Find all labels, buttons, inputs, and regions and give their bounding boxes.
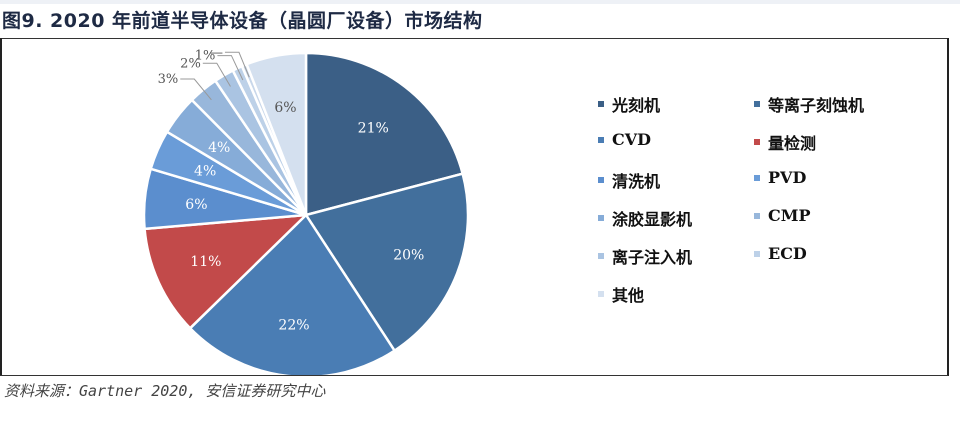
- legend-item-7: CMP: [754, 206, 810, 225]
- legend-swatch-1: [754, 101, 760, 107]
- source-note: 资料来源：Gartner 2020, 安信证券研究中心: [4, 382, 326, 400]
- outer-label-9: 1%: [195, 49, 216, 64]
- legend-label-9: ECD: [768, 244, 807, 263]
- pie-slice-2: [188, 213, 397, 379]
- legend-item-4: 清洗机: [598, 168, 660, 192]
- slice-label-6: 4%: [208, 140, 230, 156]
- legend-item-0: 光刻机: [598, 92, 660, 116]
- slice-label-1: 20%: [393, 248, 424, 264]
- legend-swatch-0: [598, 101, 604, 107]
- leader-line-7: [180, 78, 212, 101]
- legend-item-6: 涂胶显影机: [598, 206, 692, 230]
- legend-swatch-2: [598, 136, 604, 143]
- outer-label-7: 3%: [158, 72, 179, 87]
- legend-label-4: 清洗机: [612, 172, 661, 191]
- legend-label-6: 涂胶显影机: [612, 210, 693, 229]
- legend-swatch-9: [754, 250, 760, 257]
- top-rule: [0, 38, 948, 39]
- legend-swatch-6: [598, 215, 604, 221]
- leader-line-10: [224, 51, 250, 78]
- pie-slice-1: [304, 172, 470, 353]
- chart-title: 图9. 2020 年前道半导体设备（晶圆厂设备）市场结构: [2, 10, 483, 32]
- slice-label-11: 6%: [274, 100, 296, 116]
- legend-item-5: PVD: [754, 168, 806, 187]
- legend-swatch-7: [754, 212, 760, 219]
- outer-label-8: 2%: [180, 56, 201, 71]
- legend-label-10: 其他: [612, 286, 645, 305]
- legend-item-1: 等离子刻蚀机: [754, 92, 864, 116]
- left-border: [0, 38, 2, 376]
- pie-slice-0: [304, 51, 465, 217]
- pie-slice-11: [245, 51, 308, 216]
- legend-label-2: CVD: [612, 130, 652, 149]
- outer-label-10: —: [210, 45, 223, 60]
- slice-label-2: 22%: [278, 318, 309, 334]
- slice-label-3: 11%: [190, 254, 221, 270]
- legend-item-2: CVD: [598, 130, 651, 149]
- legend-label-5: PVD: [768, 168, 807, 187]
- slice-label-5: 4%: [194, 164, 216, 180]
- legend-item-3: 量检测: [754, 130, 816, 154]
- slice-label-0: 21%: [358, 121, 389, 137]
- legend-item-9: ECD: [754, 244, 807, 263]
- legend-swatch-5: [754, 174, 760, 181]
- slice-label-4: 6%: [185, 197, 207, 213]
- legend-label-0: 光刻机: [612, 96, 661, 115]
- legend-swatch-3: [754, 139, 760, 145]
- legend-swatch-4: [598, 177, 604, 183]
- legend-item-10: 其他: [598, 282, 644, 306]
- legend-swatch-10: [598, 291, 604, 297]
- legend-label-8: 离子注入机: [612, 248, 693, 267]
- legend-swatch-8: [598, 253, 604, 259]
- legend-label-7: CMP: [768, 206, 811, 225]
- right-border: [947, 38, 949, 376]
- legend-label-3: 量检测: [768, 134, 817, 153]
- legend-item-8: 离子注入机: [598, 244, 692, 268]
- bottom-rule: [0, 375, 948, 376]
- leader-line-8: [202, 62, 231, 87]
- top-bar: [0, 0, 960, 4]
- legend-label-1: 等离子刻蚀机: [768, 96, 865, 115]
- leader-line-9: [217, 55, 244, 81]
- pie-slice-3: [143, 213, 310, 330]
